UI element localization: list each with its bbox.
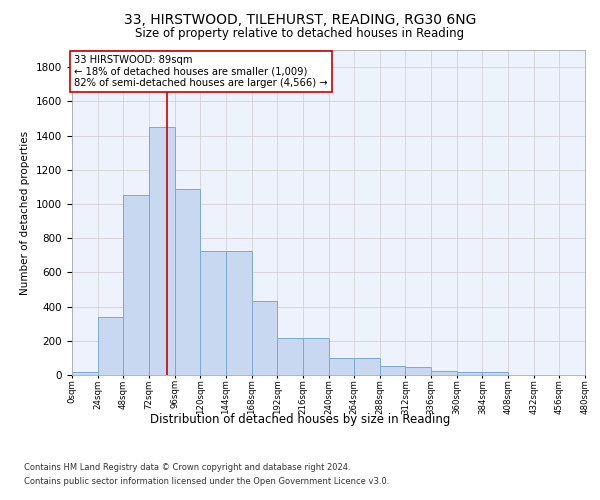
Text: Contains HM Land Registry data © Crown copyright and database right 2024.: Contains HM Land Registry data © Crown c… — [24, 462, 350, 471]
Bar — [482, 372, 508, 375]
Bar — [149, 127, 175, 375]
Text: Distribution of detached houses by size in Reading: Distribution of detached houses by size … — [150, 412, 450, 426]
Bar — [303, 338, 329, 375]
Bar — [124, 196, 149, 375]
Bar — [98, 317, 124, 375]
Y-axis label: Number of detached properties: Number of detached properties — [20, 130, 31, 294]
Bar — [406, 368, 431, 375]
Bar — [200, 251, 226, 375]
Text: 33 HIRSTWOOD: 89sqm
← 18% of detached houses are smaller (1,009)
82% of semi-det: 33 HIRSTWOOD: 89sqm ← 18% of detached ho… — [74, 55, 328, 88]
Text: 33, HIRSTWOOD, TILEHURST, READING, RG30 6NG: 33, HIRSTWOOD, TILEHURST, READING, RG30 … — [124, 12, 476, 26]
Bar — [226, 251, 251, 375]
Bar — [457, 372, 482, 375]
Bar — [251, 302, 277, 375]
Text: Contains public sector information licensed under the Open Government Licence v3: Contains public sector information licen… — [24, 478, 389, 486]
Bar — [380, 366, 406, 375]
Bar — [354, 358, 380, 375]
Bar — [175, 188, 200, 375]
Text: Size of property relative to detached houses in Reading: Size of property relative to detached ho… — [136, 28, 464, 40]
Bar — [431, 370, 457, 375]
Bar — [329, 358, 354, 375]
Bar — [277, 338, 303, 375]
Bar — [72, 372, 98, 375]
